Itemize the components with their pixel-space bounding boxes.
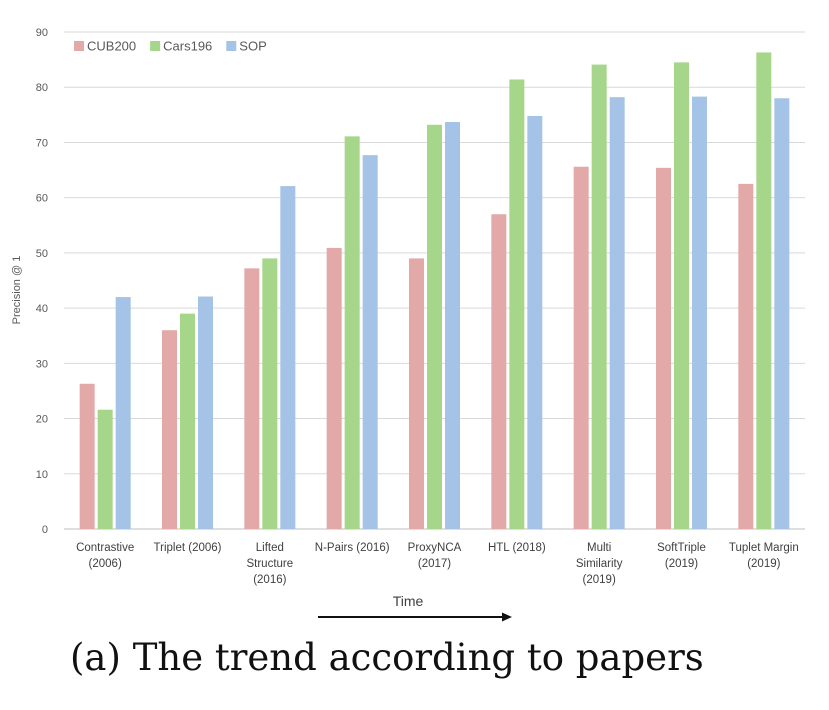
x-tick-label: (2006) xyxy=(89,558,122,570)
bar-cars196-8 xyxy=(756,52,772,529)
bar-cub200-4 xyxy=(409,258,424,529)
bar-cars196-7 xyxy=(674,62,689,529)
y-tick-label: 80 xyxy=(36,82,48,94)
legend-swatch xyxy=(150,41,161,51)
x-tick-label: (2019) xyxy=(665,558,698,570)
bar-sop-5 xyxy=(527,115,543,529)
legend-swatch xyxy=(74,41,84,51)
bar-sop-7 xyxy=(692,96,707,530)
legend: CUB200 Cars196 SOP xyxy=(74,39,267,54)
bar-cars196-3 xyxy=(344,136,360,529)
x-tick-label: HTL (2018) xyxy=(488,542,546,554)
y-tick-labels: 0 10 20 30 40 50 60 70 80 90 xyxy=(36,27,48,536)
bar-cub200-0 xyxy=(79,383,95,529)
legend-label: CUB200 xyxy=(87,39,136,54)
bar-sop-2 xyxy=(280,186,296,529)
y-tick-label: 30 xyxy=(36,358,48,370)
x-tick-label: Contrastive xyxy=(76,542,134,554)
bar-sop-3 xyxy=(362,155,378,529)
bar-cub200-6 xyxy=(573,166,589,529)
x-tick-label: ProxyNCA xyxy=(408,542,462,554)
x-tick-label: Lifted xyxy=(256,542,284,554)
x-tick-label: Similarity xyxy=(576,558,623,570)
bar-cub200-5 xyxy=(491,214,507,529)
x-tick-label: SoftTriple xyxy=(657,542,706,554)
legend-swatch xyxy=(226,41,237,51)
bar-cub200-1 xyxy=(162,330,177,529)
bar-sop-1 xyxy=(198,296,213,529)
x-tick-label: (2016) xyxy=(253,574,286,586)
y-axis-label: Precision @ 1 xyxy=(11,256,23,325)
x-tick-label: N-Pairs (2016) xyxy=(315,542,390,554)
y-tick-label: 20 xyxy=(36,414,48,426)
bar-sop-0 xyxy=(115,297,131,529)
x-tick-label: (2019) xyxy=(747,558,780,570)
legend-label: Cars196 xyxy=(163,39,212,54)
y-tick-label: 50 xyxy=(36,248,48,260)
time-arrow xyxy=(318,612,512,622)
bar-sop-6 xyxy=(609,97,625,529)
bar-cub200-3 xyxy=(326,247,342,529)
y-tick-label: 70 xyxy=(36,137,48,149)
bar-cars196-1 xyxy=(180,313,195,529)
figure-caption: (a) The trend according to papers xyxy=(70,636,704,679)
x-tick-label: (2017) xyxy=(418,558,451,570)
y-tick-label: 60 xyxy=(36,193,48,205)
x-tick-label: Structure xyxy=(246,558,293,570)
bar-cars196-0 xyxy=(97,409,113,529)
x-tick-label: Triplet (2006) xyxy=(154,542,222,554)
bar-cars196-6 xyxy=(591,64,607,529)
bars xyxy=(79,52,790,530)
x-axis-label: Time xyxy=(393,593,424,609)
bar-cub200-8 xyxy=(738,183,754,529)
legend-label: SOP xyxy=(239,39,266,54)
bar-cars196-2 xyxy=(262,258,278,529)
bar-cub200-2 xyxy=(244,268,260,529)
x-tick-label: Tuplet Margin xyxy=(729,542,799,554)
y-tick-label: 0 xyxy=(42,524,48,536)
arrow-head-icon xyxy=(502,612,512,622)
y-tick-label: 90 xyxy=(36,27,48,39)
bar-sop-8 xyxy=(774,98,790,530)
bar-cars196-5 xyxy=(509,79,525,529)
y-tick-label: 10 xyxy=(36,469,48,481)
bar-cars196-4 xyxy=(427,124,442,530)
bar-sop-4 xyxy=(445,122,460,530)
x-tick-label: Multi xyxy=(587,542,611,554)
x-tick-labels: Contrastive (2006) Triplet (2006) Lifted Str… xyxy=(76,542,799,586)
bar-cub200-7 xyxy=(656,167,671,529)
x-tick-label: (2019) xyxy=(583,574,616,586)
y-tick-label: 40 xyxy=(36,303,48,315)
